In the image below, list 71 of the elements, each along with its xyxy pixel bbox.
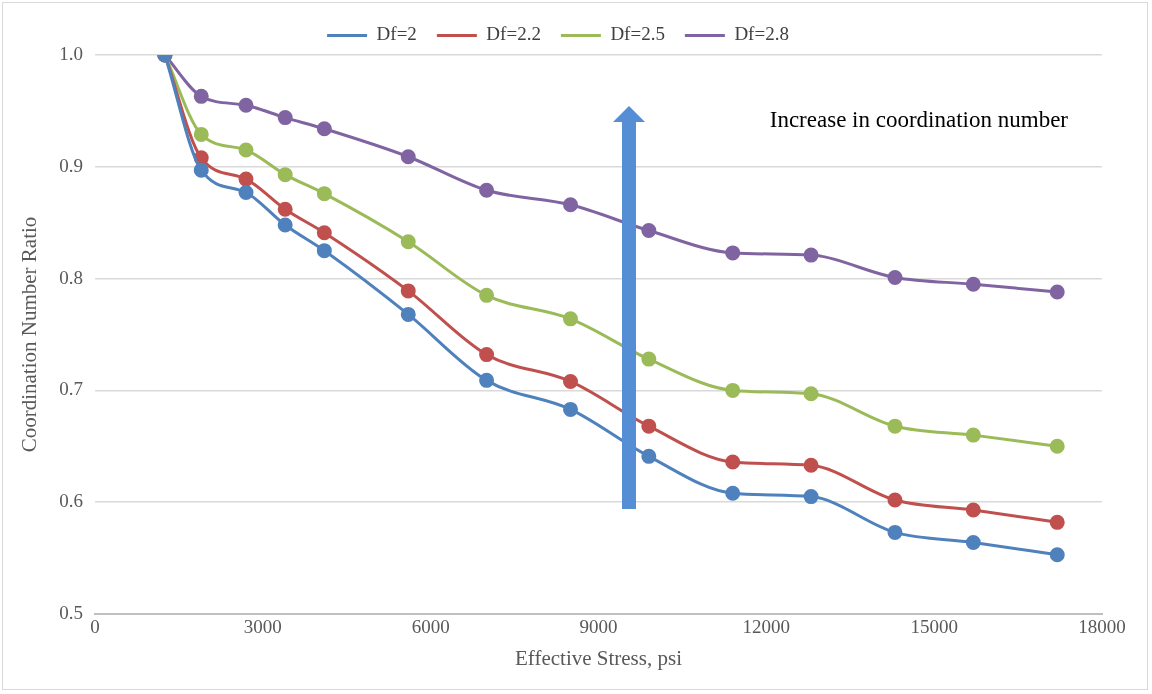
point <box>887 492 903 508</box>
point <box>965 502 981 518</box>
x-axis-title: Effective Stress, psi <box>514 645 683 670</box>
point <box>887 524 903 540</box>
point <box>479 287 495 303</box>
legend-label: Df=2.5 <box>610 23 665 45</box>
point <box>277 201 293 217</box>
point <box>238 185 254 201</box>
point <box>725 454 741 470</box>
y-tick-label: 0.8 <box>59 266 83 288</box>
point <box>400 306 416 322</box>
legend-label: Df=2.2 <box>486 23 541 45</box>
point <box>1049 514 1065 530</box>
point <box>563 197 578 213</box>
y-axis-title: Coordination Number Ratio <box>17 216 42 453</box>
x-tick-label: 9000 <box>579 616 618 638</box>
point <box>965 276 981 292</box>
y-tick-label: 1.0 <box>59 42 83 64</box>
point <box>803 489 819 505</box>
point <box>563 373 578 389</box>
point <box>965 427 981 443</box>
point <box>400 283 416 299</box>
point <box>641 351 657 367</box>
point <box>725 245 741 261</box>
x-tick-label: 3000 <box>243 616 282 638</box>
x-tick-label: 18000 <box>1078 616 1126 638</box>
point <box>563 401 578 417</box>
x-tick-label: 12000 <box>742 616 791 638</box>
point <box>965 534 981 550</box>
x-tick-label: 15000 <box>910 616 958 638</box>
point <box>563 311 578 327</box>
legend-label: Df=2.8 <box>734 23 789 45</box>
annotation: Increase in coordination number <box>769 107 1069 133</box>
point <box>479 182 495 198</box>
point <box>725 485 741 501</box>
point <box>1049 547 1065 563</box>
x-tick-label: 6000 <box>411 616 450 638</box>
point <box>641 448 657 464</box>
point <box>803 386 819 402</box>
point <box>479 372 495 388</box>
point <box>1049 438 1065 454</box>
point <box>887 418 903 434</box>
point <box>316 243 332 259</box>
y-tick-label: 0.7 <box>59 378 83 400</box>
point <box>803 457 819 473</box>
point <box>316 121 332 137</box>
point <box>641 418 657 434</box>
x-tick-label: 0 <box>90 616 100 638</box>
legend-label: Df=2 <box>376 23 417 45</box>
point <box>316 186 332 202</box>
point <box>193 126 209 142</box>
point <box>193 162 209 178</box>
point <box>400 234 416 250</box>
point <box>641 223 657 239</box>
point <box>238 142 254 158</box>
point <box>277 217 293 233</box>
point <box>277 110 293 126</box>
point <box>887 269 903 285</box>
point <box>316 225 332 241</box>
point <box>238 97 254 113</box>
point <box>479 347 495 363</box>
point <box>238 171 254 187</box>
y-tick-label: 0.9 <box>59 154 83 176</box>
point <box>400 149 416 165</box>
y-tick-label: 0.5 <box>59 601 83 623</box>
point <box>277 167 293 183</box>
y-tick-label: 0.6 <box>59 490 83 512</box>
point <box>193 88 209 104</box>
point <box>803 247 819 263</box>
point <box>725 382 741 398</box>
point <box>1049 284 1065 300</box>
